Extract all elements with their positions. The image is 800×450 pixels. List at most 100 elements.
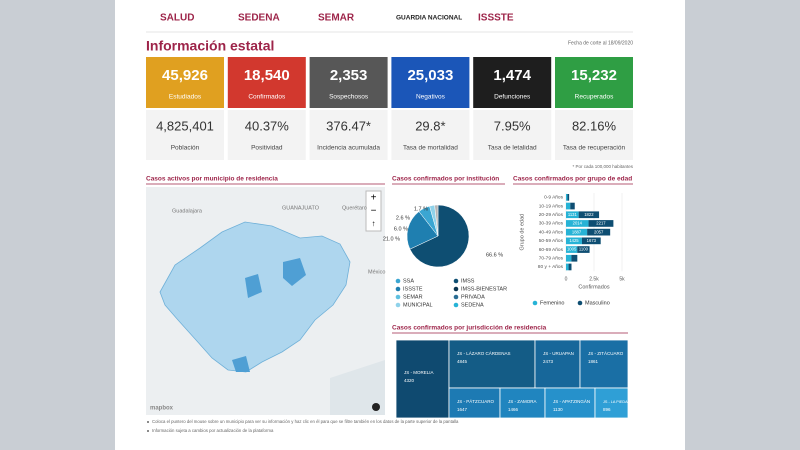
- stat-value: 376.47*: [326, 118, 371, 133]
- map-place: Guadalajara: [172, 208, 203, 214]
- legend-label: SSA: [403, 278, 414, 284]
- y-tick-label: 60-69 Años: [539, 247, 564, 253]
- cell-name: JS - ZAMORA: [508, 399, 537, 404]
- info-button[interactable]: [372, 403, 380, 411]
- card-label: Confirmados: [248, 94, 286, 101]
- treemap-cell[interactable]: [594, 387, 629, 419]
- footnote: * Por cada 100,000 habitantes: [572, 164, 633, 169]
- logo: SEMAR: [318, 13, 355, 24]
- legend-label: SEDENA: [461, 302, 484, 308]
- stat-box: [391, 110, 470, 160]
- section-title: Casos confirmados por grupo de edad: [513, 176, 632, 183]
- municipality: [283, 258, 306, 286]
- section-title: Casos confirmados por jurisdicción de re…: [392, 325, 547, 332]
- age-bar: [566, 194, 568, 201]
- age-bar: [566, 254, 572, 262]
- legend-label: IMSS: [461, 278, 475, 284]
- cell-value: 4845: [457, 359, 468, 364]
- cell-name: JS - APATZINGÁN: [553, 398, 590, 404]
- age-bar: [566, 220, 589, 227]
- map[interactable]: + − ↑: [146, 187, 385, 415]
- stat-value: 29.8*: [415, 118, 445, 133]
- stat-label: Tasa de recuperación: [563, 145, 626, 152]
- legend-marker: [395, 302, 401, 308]
- stat-label: Positividad: [251, 145, 283, 152]
- bar-label: 1822: [584, 212, 594, 217]
- compass[interactable]: ↑: [372, 219, 376, 228]
- age-bar: [588, 220, 614, 227]
- age-bar: [570, 202, 575, 210]
- age-bar: [566, 246, 578, 253]
- treemap-cell[interactable]: [579, 339, 629, 389]
- treemap-cell[interactable]: [544, 387, 596, 419]
- page-title: Información estatal: [146, 38, 274, 54]
- treemap-cell[interactable]: [395, 339, 450, 419]
- stat-label: Tasa de mortalidad: [403, 145, 458, 152]
- municipality: [232, 356, 250, 372]
- map-attribution: mapbox: [150, 406, 174, 412]
- card-value: 18,540: [244, 67, 290, 84]
- age-bar: [566, 228, 588, 236]
- side-right: [685, 0, 800, 450]
- age-bar: [566, 263, 569, 271]
- state-shape: [159, 221, 351, 373]
- logo: GUARDIA NACIONAL: [396, 15, 462, 22]
- legend-marker: [395, 278, 401, 284]
- bar-label: 1673: [587, 238, 597, 243]
- x-tick-label: 5k: [619, 276, 625, 282]
- treemap-cell[interactable]: [448, 387, 501, 419]
- legend-label: IMSS-BIENESTAR: [461, 286, 507, 292]
- cell-name: JS - ZITÁCUARO: [588, 350, 624, 356]
- card-value: 15,232: [571, 67, 617, 84]
- bar-label: 1131: [568, 212, 578, 217]
- pie-label: 2.6 %: [396, 215, 410, 221]
- municipality: [245, 274, 262, 298]
- map-place: Querétaro: [342, 205, 367, 211]
- note-bullet: [147, 421, 149, 423]
- cell-name: JS - MORELIA: [404, 370, 434, 375]
- y-tick-label: 80 y + Años: [538, 264, 564, 270]
- treemap-cell[interactable]: [534, 339, 581, 389]
- card: [473, 57, 552, 108]
- bar-label: 1005: [567, 247, 577, 252]
- card: [146, 57, 224, 108]
- age-bar: [571, 254, 578, 262]
- legend-marker: [453, 302, 459, 308]
- zoom-control[interactable]: [365, 190, 382, 232]
- card-value: 25,033: [407, 67, 453, 84]
- logo: SALUD: [160, 13, 194, 24]
- cut-date: Fecha de corte al 18/09/2020: [568, 40, 633, 46]
- note: Información sujeta a cambios por actuali…: [152, 428, 274, 433]
- card-label: Sospechosos: [329, 94, 369, 101]
- card-value: 1,474: [493, 67, 531, 84]
- stat-value: 4,825,401: [156, 118, 214, 133]
- zoom-out[interactable]: −: [371, 206, 377, 217]
- x-axis-title: Confirmados: [578, 284, 609, 290]
- card: [555, 57, 633, 108]
- cell-name: JS - LÁZARO CÁRDENAS: [457, 350, 511, 356]
- stat-box: [146, 110, 224, 160]
- y-tick-label: 20-29 Años: [539, 212, 564, 218]
- age-bar: [566, 211, 579, 219]
- legend-marker: [532, 300, 538, 306]
- stat-label: Población: [171, 145, 200, 152]
- legend-label: ISSSTE: [403, 286, 423, 292]
- x-tick-label: 2.5k: [589, 276, 599, 282]
- zoom-in[interactable]: +: [371, 193, 377, 204]
- pie-label: 21.0 %: [383, 236, 400, 242]
- treemap-cell[interactable]: [499, 387, 546, 419]
- stat-box: [555, 110, 633, 160]
- stat-value: 82.16%: [572, 118, 617, 133]
- ocean: [330, 360, 385, 415]
- age-bar: [578, 211, 600, 219]
- age-bar: [567, 194, 570, 201]
- card-value: 45,926: [162, 67, 208, 84]
- age-bar: [581, 237, 601, 245]
- cell-value: 2473: [543, 359, 554, 364]
- age-bar: [577, 246, 590, 253]
- logo: SEDENA: [238, 13, 280, 24]
- cell-name: JS - URUAPAN: [543, 351, 574, 356]
- bar-label: 2014: [573, 221, 583, 226]
